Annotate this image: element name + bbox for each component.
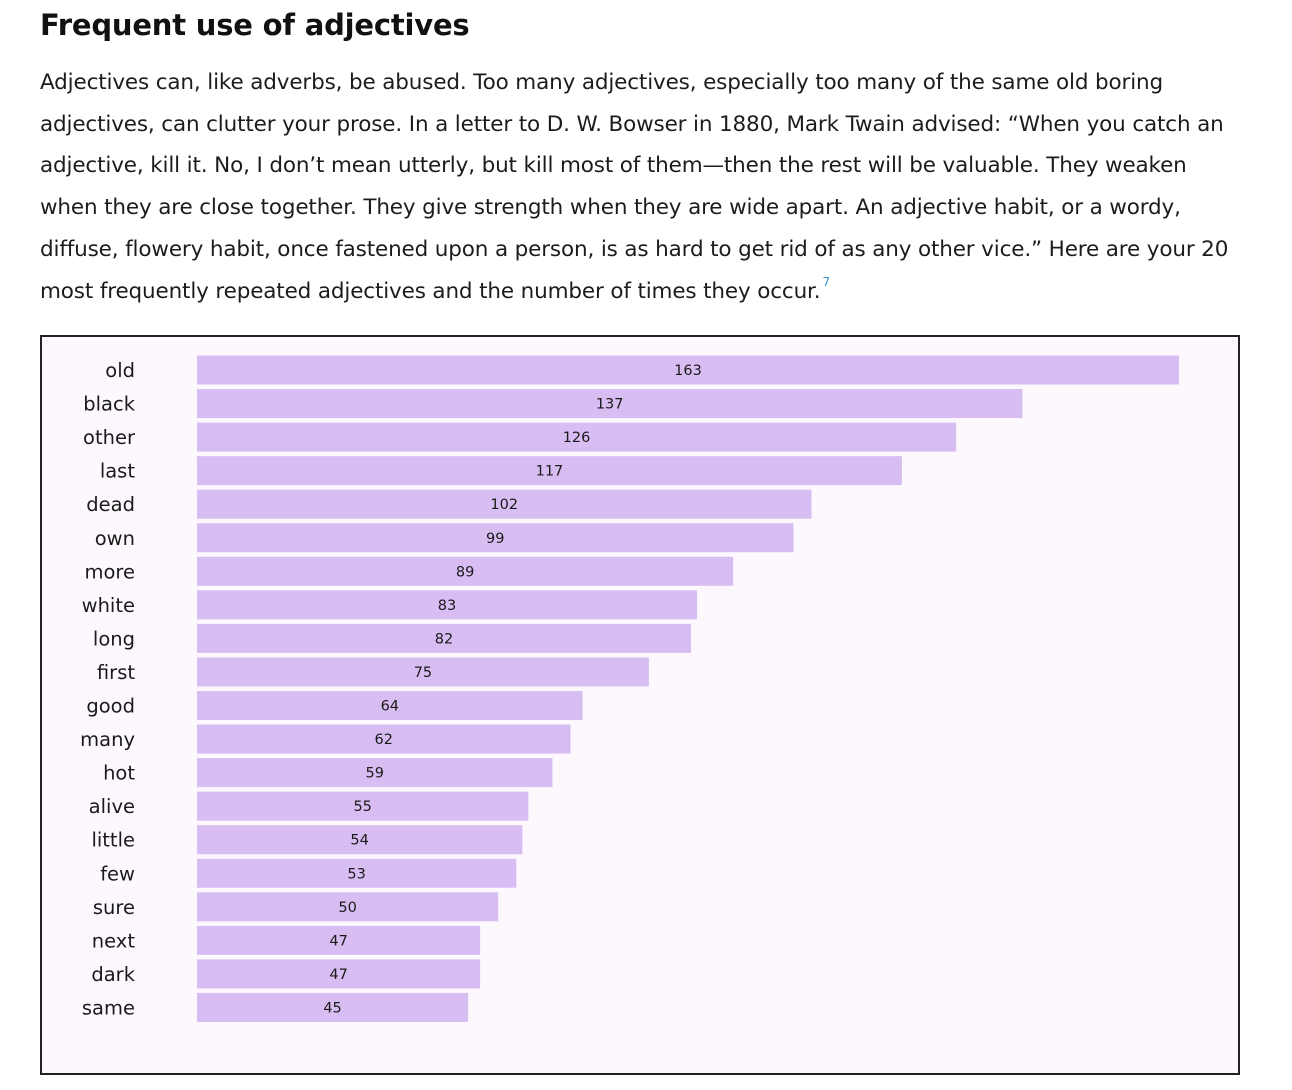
footnote-link[interactable]: 7 [822, 274, 830, 289]
value-label-sure: 50 [338, 900, 356, 916]
bar-old [197, 355, 1179, 385]
category-label-sure: sure [93, 896, 135, 919]
category-label-alive: alive [89, 795, 135, 818]
bar-alive [197, 791, 529, 821]
value-label-hot: 59 [365, 766, 383, 782]
section-title: Frequent use of adjectives [40, 8, 470, 42]
bar-next [197, 925, 481, 955]
category-label-dead: dead [86, 493, 135, 516]
value-label-old: 163 [674, 363, 702, 379]
value-label-good: 64 [381, 699, 399, 715]
value-label-long: 82 [435, 631, 453, 647]
category-label-next: next [92, 929, 136, 952]
category-label-more: more [84, 560, 135, 583]
category-label-hot: hot [103, 762, 135, 785]
category-label-white: white [82, 594, 135, 617]
value-label-alive: 55 [353, 799, 371, 815]
bar-dark [197, 959, 481, 989]
bar-same [197, 992, 469, 1022]
value-label-black: 137 [596, 397, 624, 413]
intro-paragraph: Adjectives can, like adverbs, be abused.… [40, 62, 1245, 312]
value-label-dark: 47 [329, 967, 347, 983]
category-label-black: black [83, 393, 135, 416]
value-label-last: 117 [536, 464, 564, 480]
adjectives-chart: old 163 black 137 other 126 last 117 dead 102 own 9… [40, 335, 1240, 1075]
category-label-little: little [91, 829, 135, 852]
category-label-good: good [86, 695, 135, 718]
bar-chart-svg: old 163 black 137 other 126 last 117 dead 102 own 9… [80, 355, 1179, 1022]
bar-last [197, 456, 902, 486]
bar-long [197, 623, 692, 653]
value-label-little: 54 [350, 833, 368, 849]
value-label-dead: 102 [490, 497, 518, 513]
bar-sure [197, 892, 499, 922]
category-label-last: last [100, 460, 136, 483]
bar-good [197, 691, 583, 720]
value-label-own: 99 [486, 531, 504, 547]
value-label-same: 45 [323, 1000, 341, 1016]
bar-black [197, 389, 1023, 419]
category-label-long: long [93, 627, 135, 650]
bar-hot [197, 758, 553, 788]
category-label-many: many [80, 728, 135, 751]
value-label-other: 126 [563, 430, 591, 446]
value-label-next: 47 [329, 933, 347, 949]
category-label-other: other [83, 426, 136, 449]
bar-white [197, 590, 698, 620]
bar-own [197, 523, 794, 553]
bar-few [197, 858, 517, 888]
bar-more [197, 556, 734, 586]
intro-text: Adjectives can, like adverbs, be abused.… [40, 70, 1229, 304]
bar-many [197, 724, 571, 754]
category-label-first: first [97, 661, 135, 684]
category-label-dark: dark [91, 963, 135, 986]
category-label-same: same [82, 996, 135, 1019]
category-label-few: few [100, 862, 135, 885]
value-label-white: 83 [438, 598, 456, 614]
category-label-own: own [95, 527, 135, 550]
bar-other [197, 422, 957, 452]
bar-dead [197, 489, 812, 519]
value-label-many: 62 [375, 732, 393, 748]
category-label-old: old [105, 359, 135, 382]
value-label-few: 53 [347, 866, 365, 882]
value-label-first: 75 [414, 665, 432, 681]
bar-little [197, 825, 523, 855]
value-label-more: 89 [456, 564, 474, 580]
bar-first [197, 657, 649, 687]
